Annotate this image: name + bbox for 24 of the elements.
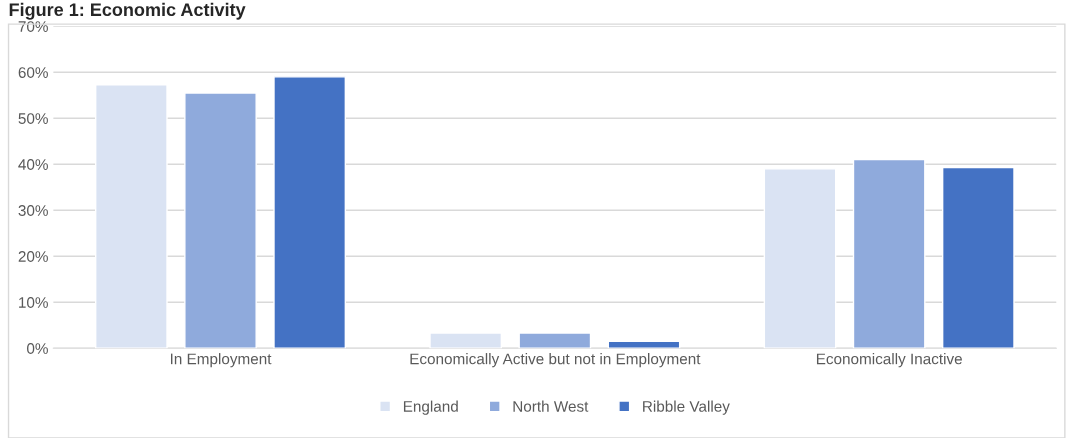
- y-tick-label: 10%: [19, 297, 48, 308]
- bar: [429, 332, 503, 349]
- x-tick-label: Economically Inactive: [816, 353, 962, 368]
- y-tick-label: 70%: [18, 21, 48, 32]
- bar: [941, 166, 1015, 349]
- bar: [852, 158, 926, 349]
- legend-label: England: [403, 400, 458, 415]
- bar: [518, 332, 592, 349]
- bar: [184, 92, 257, 349]
- legend-label: Ribble Valley: [643, 400, 730, 415]
- chart-title: Figure 1: Economic Activity: [9, 2, 246, 20]
- y-tick-label: 20%: [18, 251, 48, 262]
- bar: [273, 76, 347, 349]
- y-tick-label: 0%: [27, 343, 48, 354]
- y-tick-label: 50%: [18, 113, 48, 124]
- y-tick-label: 30%: [18, 205, 48, 216]
- y-tick-label: 40%: [18, 159, 48, 170]
- bar: [95, 83, 168, 349]
- legend-label: North West: [513, 400, 589, 412]
- x-tick-label: Economically Active but not in Employment: [410, 353, 701, 368]
- bar: [763, 168, 837, 349]
- y-tick-label: 60%: [18, 67, 48, 78]
- x-tick-label: In Employment: [170, 353, 272, 368]
- bar: [607, 340, 681, 349]
